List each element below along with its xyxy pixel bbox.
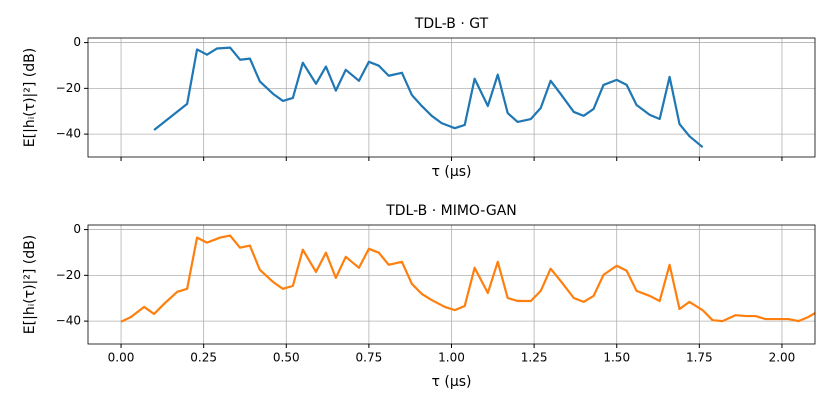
x-tick-label: 1.50 bbox=[603, 351, 630, 365]
x-tick-label: 0.25 bbox=[190, 351, 217, 365]
x-tick-label: 1.75 bbox=[686, 351, 713, 365]
x-tick-label: 0.00 bbox=[108, 351, 135, 365]
x-tick-label: 1.25 bbox=[521, 351, 548, 365]
y-tick-label: −20 bbox=[56, 81, 81, 95]
x-tick-label: 2.00 bbox=[769, 351, 796, 365]
axes-frame bbox=[87, 37, 816, 158]
x-axis-label: τ (μs) bbox=[431, 374, 471, 390]
y-tick-label: −20 bbox=[56, 268, 81, 282]
y-tick-label: 0 bbox=[73, 222, 81, 236]
line bbox=[120, 234, 816, 323]
y-tick-label: −40 bbox=[56, 127, 81, 141]
y-axis-label: E[|hᵢ(τ)|²] (dB) bbox=[22, 48, 38, 147]
x-tick-label: 0.75 bbox=[356, 351, 383, 365]
y-axis-label: E[|hᵢ(τ)|²] (dB) bbox=[22, 235, 38, 334]
chart-title: TDL-B · MIMO-GAN bbox=[385, 203, 517, 219]
line bbox=[153, 46, 704, 149]
x-axis-label: τ (μs) bbox=[431, 164, 471, 180]
y-tick-label: −40 bbox=[56, 314, 81, 328]
x-tick-label: 0.50 bbox=[273, 351, 300, 365]
chart-title: TDL-B · GT bbox=[414, 16, 489, 32]
x-tick-label: 1.00 bbox=[438, 351, 465, 365]
axes-frame bbox=[87, 224, 816, 345]
y-tick-label: 0 bbox=[73, 35, 81, 49]
